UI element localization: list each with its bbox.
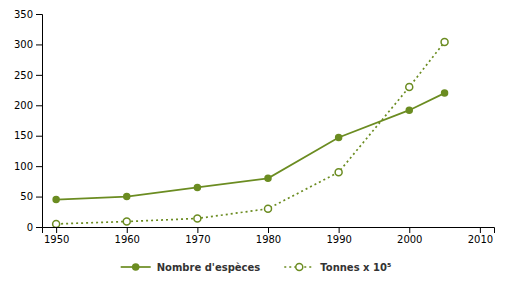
tick-mark (36, 14, 42, 15)
tick-label: 150 (14, 130, 33, 141)
series-group (53, 38, 448, 227)
tick-mark (36, 227, 42, 228)
point (441, 38, 448, 45)
point (124, 194, 130, 200)
x-axis: 1950 1960 1970 1980 1990 2000 2010 (43, 227, 495, 245)
point (406, 107, 412, 113)
point (265, 205, 272, 212)
point (442, 90, 448, 96)
legend-item: Nombre d'espèces (121, 262, 261, 273)
legend-item: Tonnes x 10⁵ (284, 262, 391, 273)
tick: 50 (20, 191, 42, 202)
tick-label: 350 (14, 9, 33, 20)
legend-marker (296, 264, 303, 271)
line (56, 42, 444, 224)
line (56, 93, 444, 200)
point (336, 135, 342, 141)
series (53, 90, 447, 203)
tick-label: 2010 (468, 234, 493, 245)
tick-mark (56, 227, 57, 233)
legend-label: Tonnes x 10⁵ (320, 262, 391, 273)
tick: 200 (14, 100, 42, 111)
chart: 1950 1960 1970 1980 1990 2000 2010 0 50 100 150 200… (0, 0, 512, 281)
tick-label: 1950 (44, 234, 69, 245)
tick: 1980 (256, 227, 281, 245)
tick-label: 200 (14, 100, 33, 111)
tick: 250 (14, 70, 42, 81)
tick-mark (197, 227, 198, 233)
tick-label: 1980 (256, 234, 281, 245)
tick-mark (36, 75, 42, 76)
point (123, 218, 130, 225)
tick: 1950 (44, 227, 69, 245)
tick: 1990 (326, 227, 351, 245)
tick-mark (36, 166, 42, 167)
tick-label: 1960 (115, 234, 140, 245)
tick: 350 (14, 9, 42, 20)
point (53, 197, 59, 203)
tick-label: 100 (14, 161, 33, 172)
tick-mark (409, 227, 410, 233)
point (406, 84, 413, 91)
point (265, 175, 271, 181)
axis-line (36, 15, 43, 228)
tick: 1970 (185, 227, 210, 245)
tick: 2000 (397, 227, 422, 245)
point (194, 215, 201, 222)
tick: 0 (27, 222, 42, 233)
tick: 100 (14, 161, 42, 172)
tick-mark (127, 227, 128, 233)
legend-label: Nombre d'espèces (157, 262, 261, 273)
tick-mark (36, 105, 42, 106)
tick-label: 50 (20, 191, 33, 202)
tick-label: 300 (14, 39, 33, 50)
tick-mark (36, 197, 42, 198)
tick-label: 2000 (397, 234, 422, 245)
point (194, 184, 200, 190)
plot-area: 1950 1960 1970 1980 1990 2000 2010 0 50 100 150 200… (14, 9, 495, 245)
point (335, 169, 342, 176)
tick-label: 0 (27, 222, 33, 233)
tick-mark (480, 227, 481, 233)
tick: 150 (14, 130, 42, 141)
legend-marker (133, 264, 139, 270)
tick-label: 1990 (326, 234, 351, 245)
tick-label: 1970 (185, 234, 210, 245)
tick-label: 250 (14, 70, 33, 81)
legend: Nombre d'espèces Tonnes x 10⁵ (121, 262, 392, 273)
axis-line (43, 228, 495, 234)
tick-mark (339, 227, 340, 233)
tick: 300 (14, 39, 42, 50)
tick-mark (36, 136, 42, 137)
point (53, 220, 60, 227)
tick: 1960 (115, 227, 140, 245)
tick: 2010 (468, 227, 493, 245)
y-axis: 0 50 100 150 200 250 300 350 (14, 9, 43, 233)
tick-mark (268, 227, 269, 233)
series (53, 38, 448, 227)
tick-mark (36, 44, 42, 45)
